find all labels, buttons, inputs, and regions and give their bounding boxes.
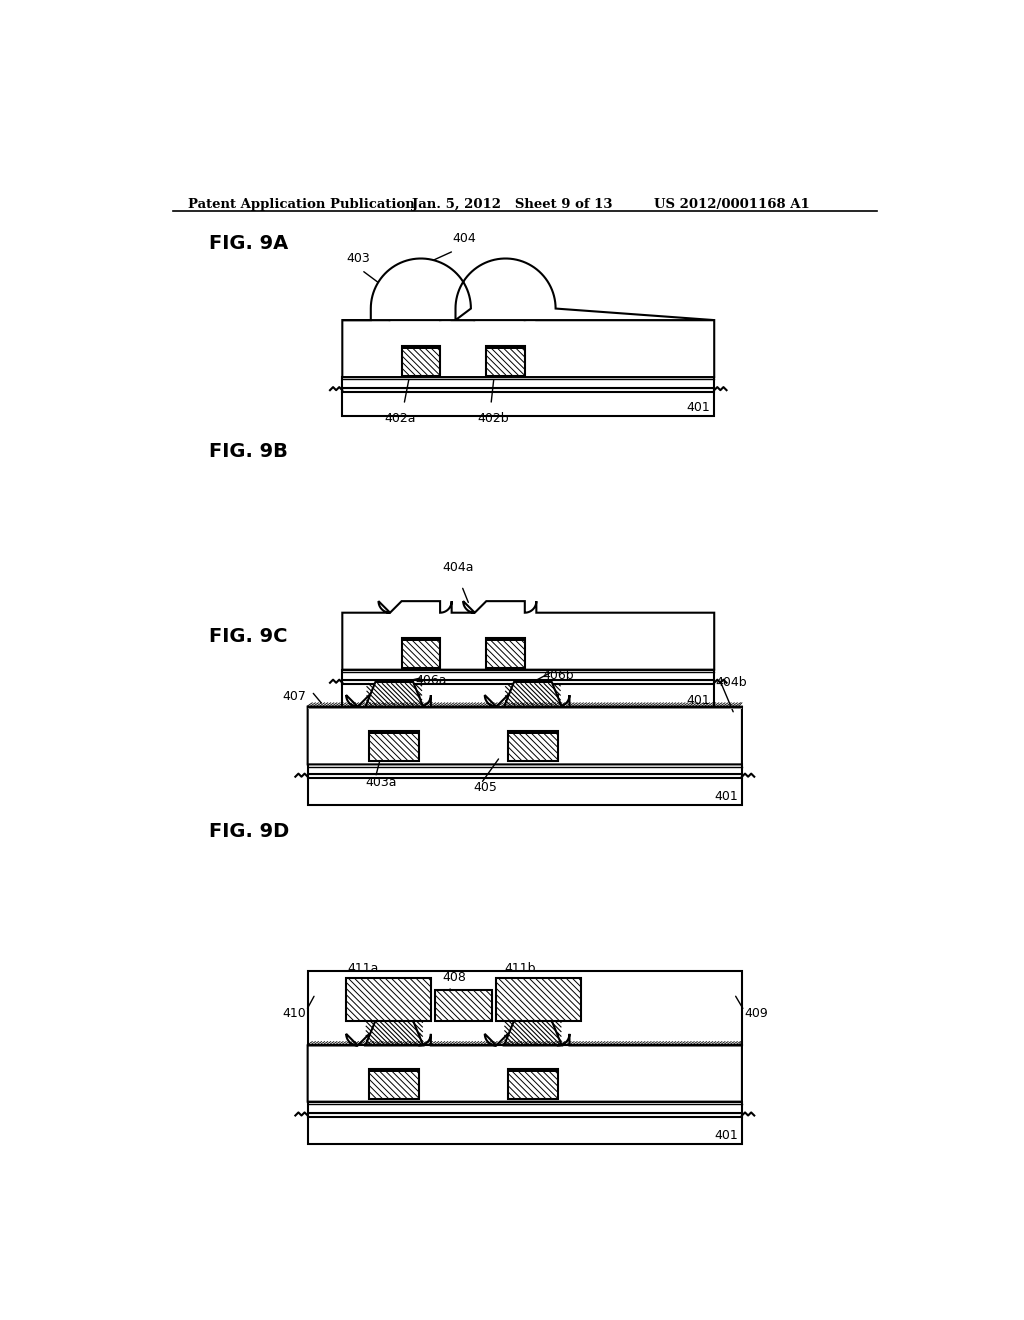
Text: US 2012/0001168 A1: US 2012/0001168 A1 (654, 198, 810, 211)
Bar (485, 346, 525, 348)
Bar (400, 346, 441, 348)
Bar (370, 731, 419, 760)
Text: FIG. 9D: FIG. 9D (209, 822, 290, 841)
Bar (435, 990, 493, 1020)
Text: 406b: 406b (543, 669, 574, 682)
Bar (342, 388, 714, 416)
Bar (507, 731, 559, 734)
Polygon shape (366, 1020, 423, 1045)
Bar (401, 638, 440, 668)
Bar (307, 764, 742, 775)
Text: 404: 404 (453, 231, 476, 244)
Polygon shape (307, 696, 742, 764)
Text: 402a: 402a (385, 412, 416, 425)
Text: 404a: 404a (442, 561, 474, 574)
Bar (508, 1069, 558, 1100)
Text: FIG. 9A: FIG. 9A (209, 234, 289, 253)
Polygon shape (366, 682, 423, 706)
Bar (370, 1069, 419, 1100)
Bar (342, 669, 714, 681)
Text: 401: 401 (715, 1129, 738, 1142)
Text: 403: 403 (346, 252, 370, 264)
Text: Patent Application Publication: Patent Application Publication (188, 198, 415, 211)
Text: 404b: 404b (716, 676, 748, 689)
Text: 405: 405 (473, 780, 497, 793)
Text: 401: 401 (715, 789, 738, 803)
Text: Jan. 5, 2012   Sheet 9 of 13: Jan. 5, 2012 Sheet 9 of 13 (412, 198, 612, 211)
Bar (342, 681, 714, 709)
Text: 411a: 411a (348, 961, 379, 974)
Polygon shape (504, 682, 562, 706)
Bar (400, 638, 441, 642)
Bar (307, 775, 742, 805)
Bar (346, 978, 431, 1020)
Bar (307, 970, 742, 1045)
Text: 408: 408 (442, 970, 466, 983)
Text: 406a: 406a (416, 675, 446, 688)
Polygon shape (342, 309, 714, 378)
Bar (486, 638, 524, 668)
Bar (307, 1113, 742, 1144)
Bar (307, 706, 742, 709)
Bar (307, 1102, 742, 1113)
Text: 403a: 403a (366, 776, 397, 789)
Polygon shape (342, 601, 714, 669)
Text: FIG. 9B: FIG. 9B (209, 442, 288, 461)
Text: 402b: 402b (477, 412, 509, 425)
Bar (369, 1069, 420, 1072)
Polygon shape (342, 259, 714, 321)
Text: 401: 401 (687, 693, 711, 706)
Bar (508, 731, 558, 760)
Polygon shape (504, 1020, 562, 1045)
Bar (507, 1069, 559, 1072)
Text: 411b: 411b (504, 961, 536, 974)
Bar (497, 978, 581, 1020)
Polygon shape (307, 1034, 742, 1102)
Text: 407: 407 (283, 689, 306, 702)
Bar (485, 638, 525, 642)
Text: 401: 401 (687, 401, 711, 414)
Bar (486, 346, 524, 376)
Text: FIG. 9C: FIG. 9C (209, 627, 288, 645)
Text: 409: 409 (744, 1007, 768, 1020)
Bar (342, 378, 714, 388)
Bar (401, 346, 440, 376)
Text: 410: 410 (283, 1007, 306, 1020)
Bar (369, 731, 420, 734)
